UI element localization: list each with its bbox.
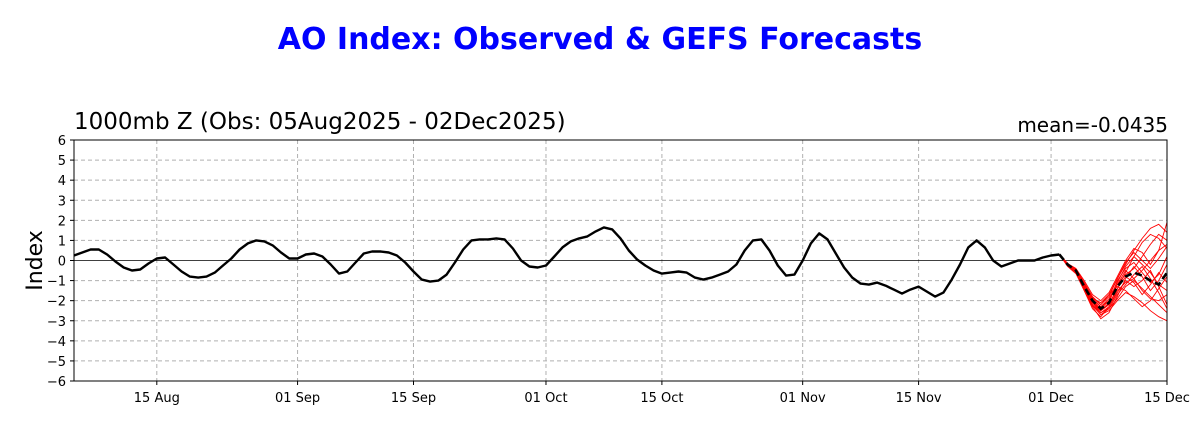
- x-tick-label: 15 Dec: [1144, 391, 1190, 406]
- x-tick-label: 15 Nov: [896, 391, 942, 406]
- grid-lines: [74, 140, 1167, 381]
- chart-title: AO Index: Observed & GEFS Forecasts: [277, 22, 923, 57]
- x-tick-label: 01 Oct: [524, 391, 567, 406]
- chart-subtitle: 1000mb Z (Obs: 05Aug2025 - 02Dec2025): [74, 109, 566, 135]
- x-tick-label: 15 Aug: [134, 391, 180, 406]
- y-tick-label: −1: [47, 275, 66, 290]
- y-tick-label: −4: [47, 335, 66, 350]
- mean-annotation: mean=-0.0435: [1017, 113, 1168, 137]
- x-tick-label: 01 Dec: [1028, 391, 1074, 406]
- x-axis-ticks: 15 Aug 01 Sep 15 Sep 01 Oct 15 Oct 01 Nov 15 N…: [134, 381, 1190, 406]
- ensemble-member-line: [1059, 244, 1168, 318]
- y-axis-ticks: −6 −5 −4 −3 −2 −1 0 1 2 3 4 5 6: [47, 134, 74, 390]
- y-tick-label: −3: [47, 315, 66, 330]
- y-tick-label: 3: [58, 194, 66, 209]
- observed-series: [73, 226, 1060, 298]
- x-tick-label: 01 Nov: [780, 391, 826, 406]
- y-tick-label: −5: [47, 355, 66, 370]
- observed-line: [73, 226, 1060, 298]
- y-tick-label: 2: [58, 214, 66, 229]
- y-tick-label: 1: [58, 234, 66, 249]
- y-tick-label: −2: [47, 295, 66, 310]
- y-tick-label: −6: [47, 375, 66, 390]
- y-tick-label: 5: [58, 154, 66, 169]
- y-tick-label: 0: [58, 255, 66, 270]
- x-tick-label: 01 Sep: [275, 391, 320, 406]
- y-axis-label: Index: [23, 230, 48, 291]
- x-tick-label: 15 Oct: [640, 391, 683, 406]
- ensemble-mean-line: [1058, 253, 1169, 311]
- y-tick-label: 6: [58, 134, 66, 149]
- x-tick-label: 15 Sep: [391, 391, 436, 406]
- ensemble-mean-series: [1058, 253, 1169, 311]
- y-tick-label: 4: [58, 174, 66, 189]
- ensemble-member-line: [1059, 222, 1168, 302]
